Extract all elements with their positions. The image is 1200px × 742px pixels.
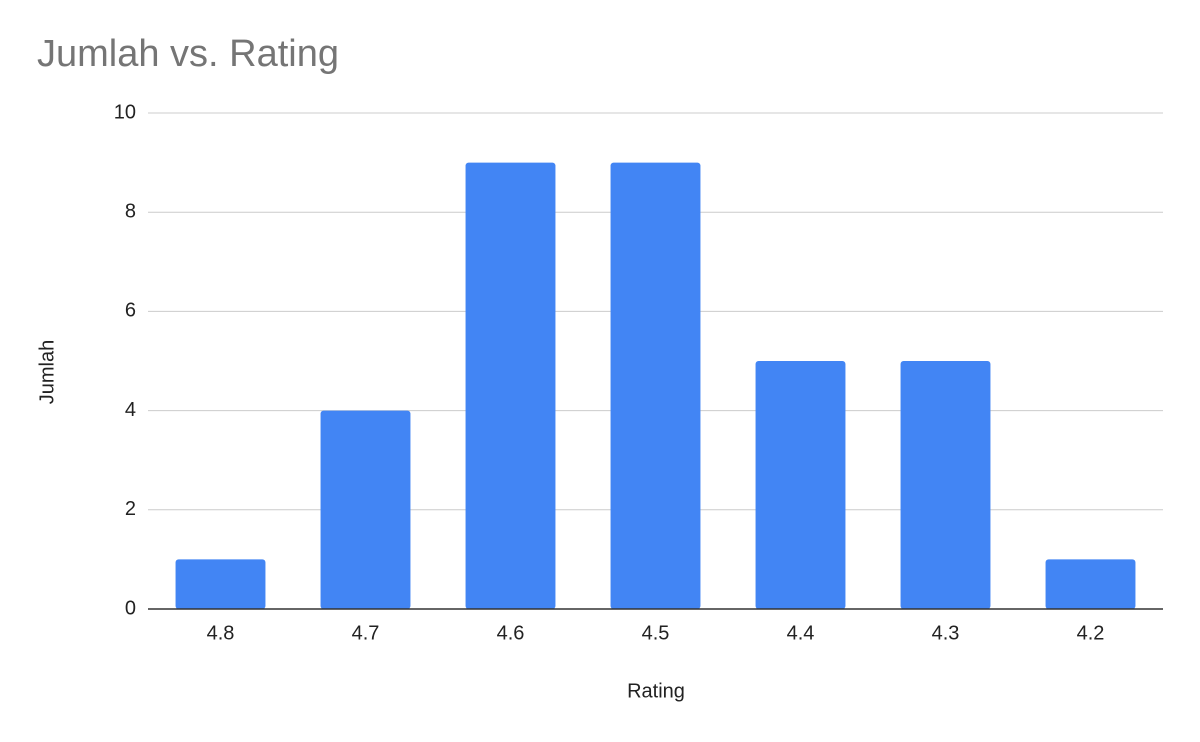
chart-title: Jumlah vs. Rating [37, 33, 339, 75]
bar [465, 162, 556, 609]
x-tick-label: 4.4 [787, 622, 815, 644]
x-tick-label: 4.6 [497, 622, 525, 644]
x-tick-label: 4.5 [642, 622, 670, 644]
y-tick-label: 6 [125, 300, 136, 322]
x-tick-label: 4.7 [352, 622, 380, 644]
y-tick-label: 10 [114, 101, 136, 123]
y-axis-label: Jumlah [36, 340, 58, 404]
y-tick-label: 4 [125, 399, 136, 421]
bar [755, 361, 846, 609]
bar [900, 361, 991, 609]
bar [320, 410, 411, 609]
x-axis-label: Rating [627, 680, 685, 702]
x-tick-label: 4.2 [1077, 622, 1105, 644]
x-tick-label: 4.8 [207, 622, 235, 644]
y-tick-label: 2 [125, 498, 136, 520]
bar [610, 162, 701, 609]
bar [1045, 559, 1136, 609]
y-tick-label: 8 [125, 200, 136, 222]
y-tick-label: 0 [125, 597, 136, 619]
x-tick-label: 4.3 [932, 622, 960, 644]
bar [175, 559, 266, 609]
